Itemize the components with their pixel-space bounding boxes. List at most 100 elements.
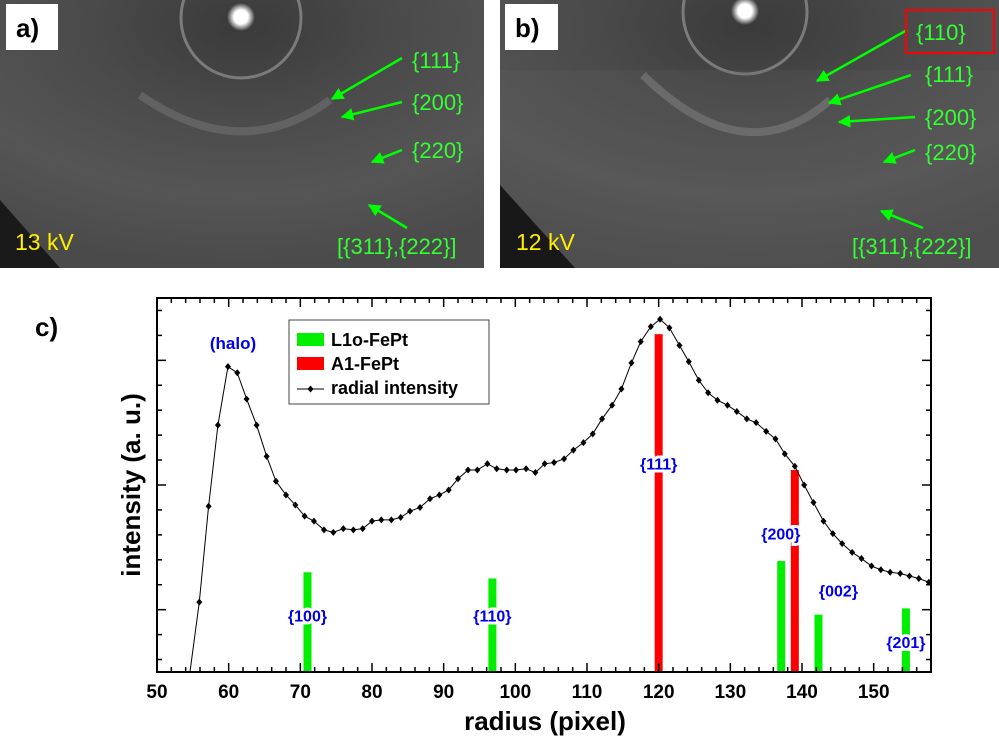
data-point [214, 421, 221, 429]
data-point [580, 439, 587, 447]
data-point [666, 324, 673, 332]
data-point [283, 491, 289, 499]
bar-a1-fept [654, 334, 663, 672]
data-point [561, 455, 568, 463]
ring-annotation: [{311},{222}] [852, 234, 972, 259]
data-point [320, 526, 327, 534]
data-point [301, 512, 308, 520]
data-point [330, 528, 337, 536]
data-point [465, 466, 472, 474]
data-point [849, 548, 856, 556]
data-point [359, 525, 366, 533]
data-point [599, 415, 606, 423]
peak-label: {100} [288, 609, 327, 626]
data-point [484, 460, 491, 468]
radial-intensity-chart: 50 60 70 80 90 100 110 120 130 140 150 {100} {110} {0… [146, 297, 932, 703]
data-point [705, 389, 712, 397]
plot-area [189, 315, 931, 672]
diffraction-image-a: {111} {200} {220} [{311},{222}] 13 kV a) [0, 0, 484, 268]
data-point [541, 460, 548, 468]
data-point [887, 568, 894, 576]
data-point [397, 513, 404, 521]
arrow-icon [330, 56, 403, 101]
data-point [810, 498, 817, 506]
legend-marker [307, 385, 314, 393]
data-point [234, 369, 241, 377]
x-tick-label: 130 [714, 682, 746, 703]
diffraction-arc [640, 72, 833, 137]
data-point [915, 575, 922, 582]
plot-frame [156, 297, 932, 673]
x-tick-label: 80 [361, 682, 382, 703]
data-point [205, 502, 212, 510]
data-point [406, 507, 413, 515]
data-point [772, 435, 779, 443]
data-point [791, 462, 798, 470]
arrow-icon [827, 73, 912, 106]
data-point [369, 517, 375, 525]
diffraction-ring [179, 0, 303, 80]
data-point [637, 338, 644, 346]
data-point [897, 570, 904, 578]
diffraction-image-b: {110} {111} {200} {220} [{311},{222}] 12… [500, 0, 999, 268]
data-point [676, 341, 683, 349]
arrow-icon [879, 209, 924, 230]
data-point [417, 503, 424, 511]
arrow-icon [367, 203, 408, 230]
data-point [714, 396, 721, 404]
panel-label: a) [16, 13, 39, 43]
y-axis-label: intensity (a. u.) [116, 393, 146, 576]
legend-swatch-a1 [297, 357, 324, 370]
data-point [513, 466, 520, 474]
data-point [868, 562, 875, 570]
data-point [820, 517, 827, 525]
peak-label: {111} [640, 457, 677, 474]
data-point [196, 598, 203, 606]
legend-swatch-l10 [297, 333, 324, 346]
peak-label: {002} [819, 584, 858, 601]
ring-annotation: [{311},{222}] [337, 234, 457, 259]
data-point [427, 495, 434, 503]
ring-annotation: {110} [916, 20, 966, 45]
ring-annotation: {200} [412, 90, 463, 115]
data-point [829, 530, 836, 538]
beam-spot [227, 3, 255, 31]
highlight-box [905, 9, 995, 54]
arrow-icon [882, 148, 916, 164]
voltage-label: 13 kV [15, 229, 74, 255]
data-point [493, 465, 500, 473]
data-point [906, 572, 913, 580]
data-point [310, 517, 317, 525]
x-tick-label: 50 [146, 682, 167, 703]
x-tick-label: 110 [572, 682, 603, 703]
data-point [474, 466, 481, 474]
data-point [839, 540, 846, 548]
data-point [589, 430, 596, 438]
x-tick-label: 70 [290, 682, 311, 703]
data-point [733, 407, 740, 415]
data-point [378, 516, 385, 524]
x-tick-label: 150 [858, 682, 890, 703]
data-point [340, 525, 347, 533]
x-tick-label: 140 [786, 682, 818, 703]
data-point [455, 475, 461, 483]
x-tick-label: 90 [433, 682, 454, 703]
bar-l1o-fept [488, 578, 497, 672]
diffraction-ring [681, 0, 809, 76]
data-point [877, 566, 884, 574]
data-point [436, 491, 443, 499]
bar-l1o-fept [901, 608, 910, 672]
bar-l1o-fept [814, 614, 823, 672]
data-point [272, 477, 279, 485]
panel-label-box [505, 4, 558, 50]
data-point [523, 465, 530, 473]
data-point [657, 315, 664, 323]
ring-annotation: {200} [925, 105, 976, 130]
data-point [388, 516, 395, 524]
arrow-icon [815, 28, 908, 83]
data-point [263, 452, 270, 460]
legend-label: A1-FePt [331, 354, 399, 374]
x-tick-label: 100 [499, 682, 531, 703]
data-point [503, 466, 510, 474]
